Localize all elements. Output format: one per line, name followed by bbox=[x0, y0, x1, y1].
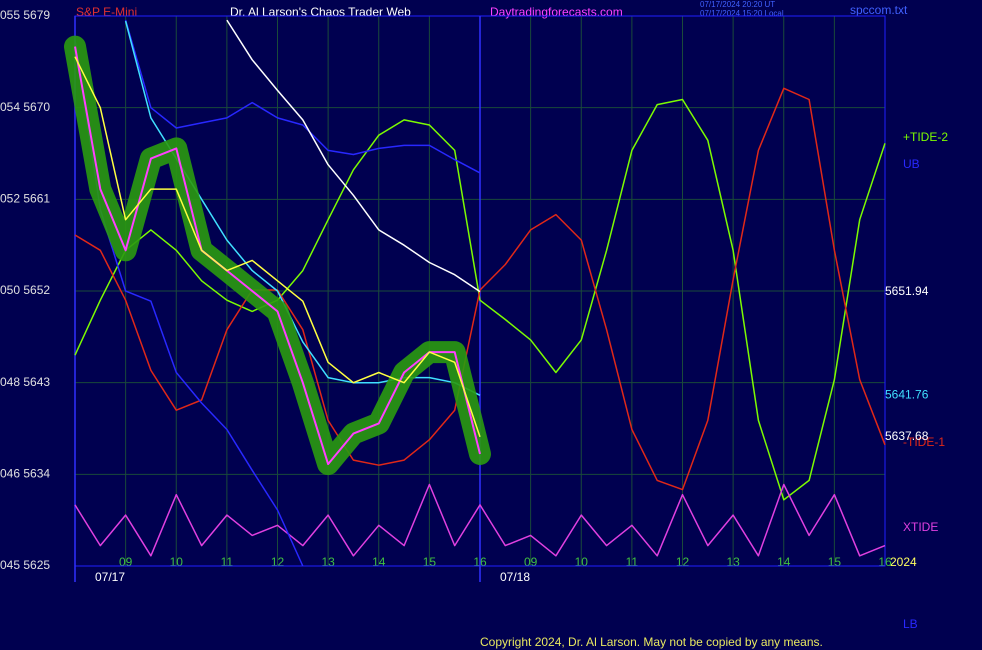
x-tick-label: 13 bbox=[321, 555, 335, 569]
x-tick-label: 15 bbox=[423, 555, 437, 569]
series-line bbox=[124, 19, 481, 174]
series-line bbox=[74, 40, 304, 567]
series-line bbox=[74, 98, 886, 501]
timestamp: 07/17/2024 20:20 UT bbox=[700, 0, 775, 9]
chart-title: S&P E-Mini bbox=[76, 5, 137, 19]
y-tick-label: 054 5670 bbox=[0, 100, 50, 114]
y-tick-label: 045 5625 bbox=[0, 558, 50, 572]
x-tick-label: 11 bbox=[221, 555, 234, 569]
x-tick-label: 10 bbox=[575, 555, 589, 569]
date-label: 07/18 bbox=[500, 570, 530, 584]
y-tick-label: 048 5643 bbox=[0, 375, 50, 389]
x-tick-label: 11 bbox=[626, 555, 639, 569]
year-label: 2024 bbox=[890, 555, 917, 569]
copyright: Copyright 2024, Dr. Al Larson. May not b… bbox=[480, 635, 823, 649]
y-tick-label: 046 5634 bbox=[0, 467, 50, 481]
x-tick-label: 09 bbox=[119, 555, 133, 569]
series-label: UB bbox=[903, 157, 920, 171]
series-line bbox=[74, 56, 481, 438]
y-tick-label: 050 5652 bbox=[0, 283, 50, 297]
x-tick-label: 14 bbox=[372, 555, 386, 569]
end-value-label: 5641.76 bbox=[885, 387, 929, 401]
file-name: spccom.txt bbox=[850, 3, 908, 17]
x-tick-label: 12 bbox=[271, 555, 285, 569]
end-value-label: 5651.94 bbox=[885, 284, 929, 298]
series-line bbox=[74, 46, 481, 466]
chart-subtitle: Dr. Al Larson's Chaos Trader Web bbox=[230, 5, 411, 19]
x-tick-label: 10 bbox=[170, 555, 184, 569]
x-tick-label: 15 bbox=[828, 555, 842, 569]
x-tick-label: 12 bbox=[676, 555, 690, 569]
series-line bbox=[74, 87, 886, 491]
series-label: LB bbox=[903, 617, 918, 631]
series-label: +TIDE-2 bbox=[903, 130, 948, 144]
y-tick-label: 055 5679 bbox=[0, 8, 50, 22]
site-name: Daytradingforecasts.com bbox=[490, 5, 623, 19]
x-tick-label: 13 bbox=[726, 555, 740, 569]
timestamp: 07/17/2024 15:20 Local bbox=[700, 9, 784, 18]
series-label: XTIDE bbox=[903, 520, 938, 534]
series-line bbox=[226, 19, 481, 293]
y-tick-label: 052 5661 bbox=[0, 192, 50, 206]
end-value-label: 5637.68 bbox=[885, 429, 929, 443]
series-line bbox=[74, 483, 886, 557]
series-label: -TIDE-1 bbox=[903, 435, 945, 449]
date-label: 07/17 bbox=[95, 570, 125, 584]
x-tick-label: 09 bbox=[524, 555, 538, 569]
x-tick-label: 14 bbox=[777, 555, 791, 569]
